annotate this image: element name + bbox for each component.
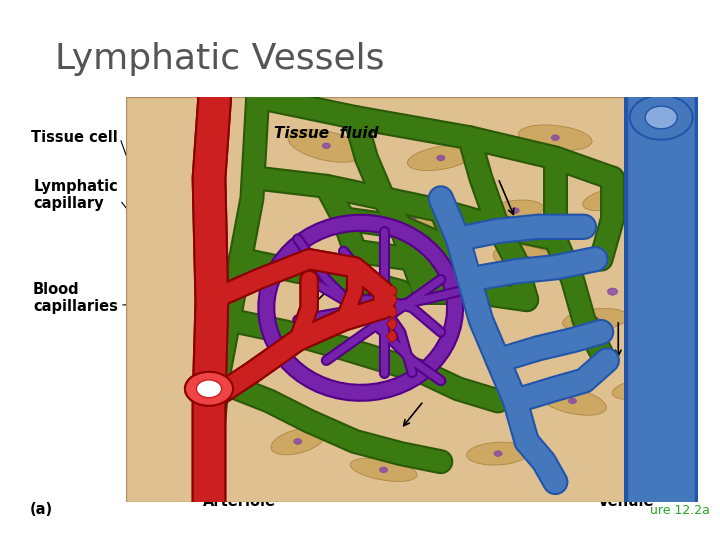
Ellipse shape [539, 387, 606, 415]
Text: Lymphatic
capillary: Lymphatic capillary [33, 179, 118, 211]
Circle shape [630, 95, 693, 140]
Ellipse shape [612, 378, 670, 400]
Circle shape [408, 216, 416, 221]
Wedge shape [387, 306, 397, 318]
Ellipse shape [387, 208, 437, 229]
Wedge shape [387, 293, 397, 306]
Ellipse shape [271, 428, 325, 455]
Text: (a): (a) [30, 503, 53, 517]
Ellipse shape [562, 308, 628, 332]
Ellipse shape [350, 458, 417, 482]
Circle shape [523, 256, 531, 262]
Wedge shape [387, 285, 397, 298]
Ellipse shape [493, 245, 560, 273]
Circle shape [608, 195, 616, 201]
Ellipse shape [288, 129, 364, 163]
Circle shape [197, 380, 222, 397]
Circle shape [645, 106, 678, 129]
Wedge shape [387, 293, 397, 306]
Text: ure 12.2a: ure 12.2a [650, 503, 710, 516]
Circle shape [533, 450, 544, 457]
Ellipse shape [467, 442, 529, 465]
Ellipse shape [582, 186, 642, 211]
Wedge shape [387, 318, 397, 330]
Wedge shape [387, 330, 397, 342]
Circle shape [294, 438, 302, 444]
Text: Lymphatic Vessels: Lymphatic Vessels [55, 42, 384, 76]
Wedge shape [387, 330, 397, 342]
Text: Tissue cell: Tissue cell [31, 131, 118, 145]
Ellipse shape [518, 125, 592, 151]
Circle shape [637, 386, 645, 391]
Circle shape [185, 372, 233, 406]
Circle shape [624, 417, 635, 425]
Ellipse shape [487, 200, 544, 221]
Circle shape [653, 336, 664, 344]
Circle shape [437, 155, 445, 161]
Circle shape [197, 380, 222, 397]
Circle shape [511, 208, 519, 213]
Ellipse shape [408, 145, 474, 171]
Circle shape [494, 451, 502, 456]
Ellipse shape [624, 241, 681, 261]
Circle shape [608, 288, 618, 295]
Text: Tissue  fluid: Tissue fluid [274, 126, 379, 140]
Circle shape [185, 372, 233, 406]
Circle shape [591, 317, 599, 323]
Wedge shape [387, 306, 397, 318]
Text: Blood
capillaries: Blood capillaries [33, 282, 118, 314]
Circle shape [379, 467, 387, 472]
Circle shape [649, 248, 657, 254]
Circle shape [323, 143, 330, 148]
Text: Venule: Venule [598, 495, 654, 510]
Circle shape [569, 398, 577, 404]
Wedge shape [387, 318, 397, 330]
Circle shape [552, 135, 559, 140]
Text: Arteriole: Arteriole [202, 495, 276, 510]
Wedge shape [387, 285, 397, 298]
